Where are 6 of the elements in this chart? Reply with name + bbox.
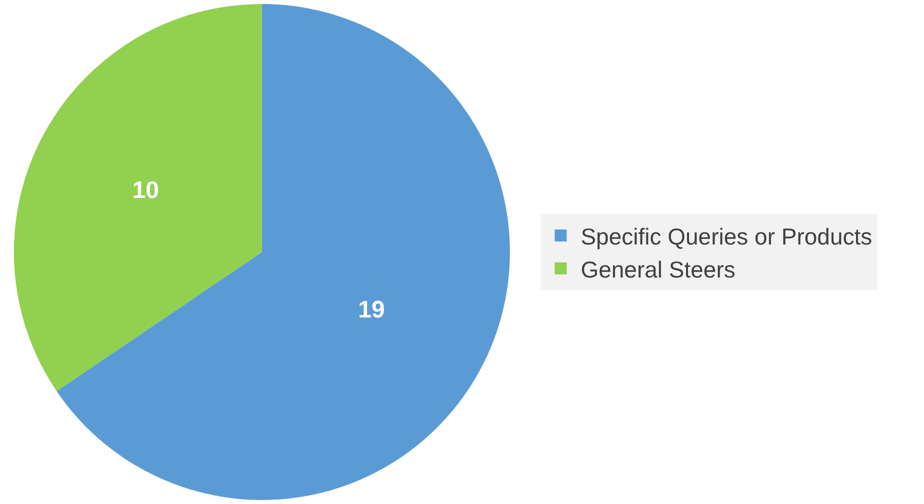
data-label: 10 [132,176,159,204]
legend-label: Specific Queries or Products [580,223,872,250]
data-label: 19 [358,296,385,324]
pie-slice [14,4,262,392]
legend-label: General Steers [580,256,736,282]
pie-slice [56,4,510,500]
